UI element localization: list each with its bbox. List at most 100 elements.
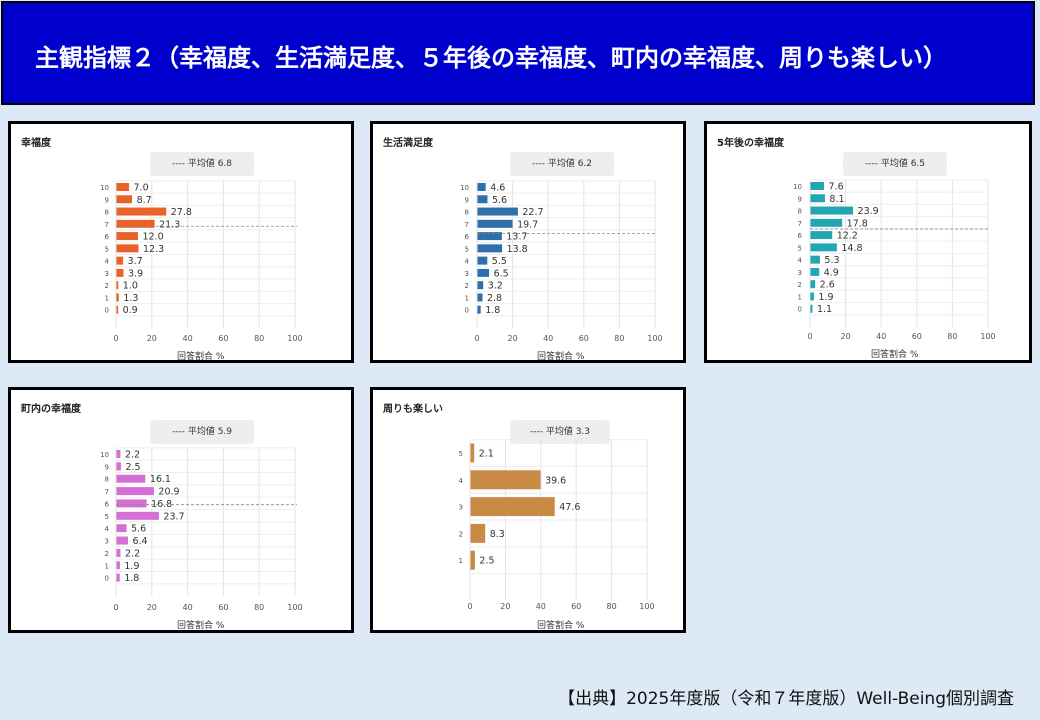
category-label: 6 (105, 500, 110, 508)
bar (477, 195, 488, 204)
page-title: 主観指標２（幸福度、生活満足度、５年後の幸福度、町内の幸福度、周りも楽しい） (35, 44, 947, 72)
category-label: 5 (798, 244, 802, 252)
x-tick-label: 40 (876, 332, 886, 341)
value-label: 6.4 (132, 536, 147, 547)
bar (477, 293, 483, 302)
category-label: 2 (105, 282, 109, 290)
chart-panel-future-happiness: 5年後の幸福度 ---- 平均値 6.5 0 20 40 60 80 100 10 7.6 9 8… (704, 121, 1032, 363)
value-label: 1.9 (124, 561, 139, 572)
x-axis-label: 回答割合 % (537, 352, 585, 362)
category-label: 3 (465, 270, 469, 278)
value-label: 19.7 (517, 219, 538, 230)
chart-panel-life-satisfaction: 生活満足度 ---- 平均値 6.2 0 20 40 60 80 100 10 4.6 9 5.6… (370, 121, 686, 363)
x-tick-label: 80 (254, 334, 264, 343)
value-label: 12.3 (143, 244, 164, 255)
value-label: 7.0 (134, 183, 149, 194)
value-label: 1.3 (123, 293, 138, 304)
bar (470, 443, 475, 463)
category-label: 4 (459, 477, 464, 485)
bar (810, 255, 820, 264)
category-label: 1 (105, 562, 109, 570)
bar (116, 536, 128, 545)
bar (810, 206, 854, 215)
x-tick-label: 20 (508, 334, 518, 343)
value-label: 20.9 (158, 487, 179, 498)
bar (116, 487, 154, 496)
category-label: 0 (105, 575, 109, 583)
value-label: 39.6 (545, 475, 566, 486)
bar (810, 304, 813, 313)
chart-panel-happiness: 幸福度 ---- 平均値 6.8 0 20 40 60 80 100 10 7.0 9 8.7 8 2… (8, 121, 354, 363)
bar (116, 219, 155, 228)
category-label: 8 (105, 476, 109, 484)
x-tick-label: 20 (500, 602, 510, 611)
value-label: 47.6 (559, 502, 580, 513)
x-axis-label: 回答割合 % (537, 621, 585, 631)
x-tick-label: 80 (254, 603, 264, 612)
x-tick-label: 40 (536, 602, 546, 611)
x-tick-label: 100 (980, 332, 995, 341)
bar (116, 499, 147, 508)
bar (470, 497, 555, 517)
bar (116, 207, 167, 216)
category-label: 3 (798, 269, 802, 277)
category-label: 7 (105, 488, 109, 496)
value-label: 1.9 (818, 292, 833, 303)
category-label: 7 (105, 221, 109, 229)
bar (116, 305, 119, 314)
bar (116, 524, 127, 533)
value-label: 8.7 (137, 195, 152, 206)
category-label: 4 (465, 258, 470, 266)
category-label: 1 (459, 557, 463, 565)
value-label: 13.8 (507, 244, 528, 255)
bar (810, 243, 837, 252)
x-tick-label: 0 (807, 332, 812, 341)
value-label: 2.5 (479, 556, 494, 567)
value-label: 5.6 (492, 195, 507, 206)
average-label: ---- 平均値 5.9 (150, 420, 254, 444)
value-label: 4.6 (490, 183, 505, 194)
value-label: 2.8 (487, 293, 502, 304)
category-label: 4 (798, 257, 803, 265)
chart-title: 周りも楽しい (383, 404, 443, 415)
bar (810, 267, 820, 276)
x-tick-label: 0 (467, 602, 472, 611)
value-label: 8.1 (829, 194, 844, 205)
category-label: 4 (105, 525, 110, 533)
category-label: 5 (105, 513, 109, 521)
bar (116, 450, 121, 458)
value-label: 14.8 (841, 243, 862, 254)
bar-chart-fun-surroundings: 0 20 40 60 80 100 5 2.1 4 39.6 3 47.6 2 8.3 1 2.5 (459, 439, 655, 611)
chart-title: 幸福度 (21, 138, 51, 149)
x-tick-label: 60 (579, 334, 589, 343)
bar (116, 573, 120, 582)
value-label: 21.3 (159, 219, 180, 230)
value-label: 1.1 (817, 304, 832, 315)
value-label: 6.5 (494, 268, 509, 279)
bar (477, 207, 518, 216)
category-label: 5 (105, 245, 109, 253)
value-label: 5.5 (492, 256, 507, 267)
category-label: 6 (105, 233, 110, 241)
value-label: 12.2 (837, 231, 858, 242)
value-label: 2.2 (125, 548, 140, 559)
category-label: 9 (105, 196, 109, 204)
category-label: 1 (465, 294, 469, 302)
x-tick-label: 40 (183, 334, 193, 343)
value-label: 2.2 (125, 450, 140, 461)
x-tick-label: 40 (543, 334, 553, 343)
bar (810, 231, 833, 240)
bar (477, 268, 490, 277)
bar (116, 232, 138, 241)
category-label: 8 (105, 209, 109, 217)
category-label: 9 (105, 463, 109, 471)
bar (116, 268, 124, 277)
category-label: 7 (798, 220, 802, 228)
bar (810, 182, 825, 190)
bar (470, 470, 541, 490)
x-tick-label: 60 (912, 332, 922, 341)
value-label: 12.0 (142, 232, 163, 243)
chart-panel-town-happiness: 町内の幸福度 ---- 平均値 5.9 0 20 40 60 80 100 10 2.2 9 2.… (8, 387, 354, 633)
x-tick-label: 80 (947, 332, 957, 341)
